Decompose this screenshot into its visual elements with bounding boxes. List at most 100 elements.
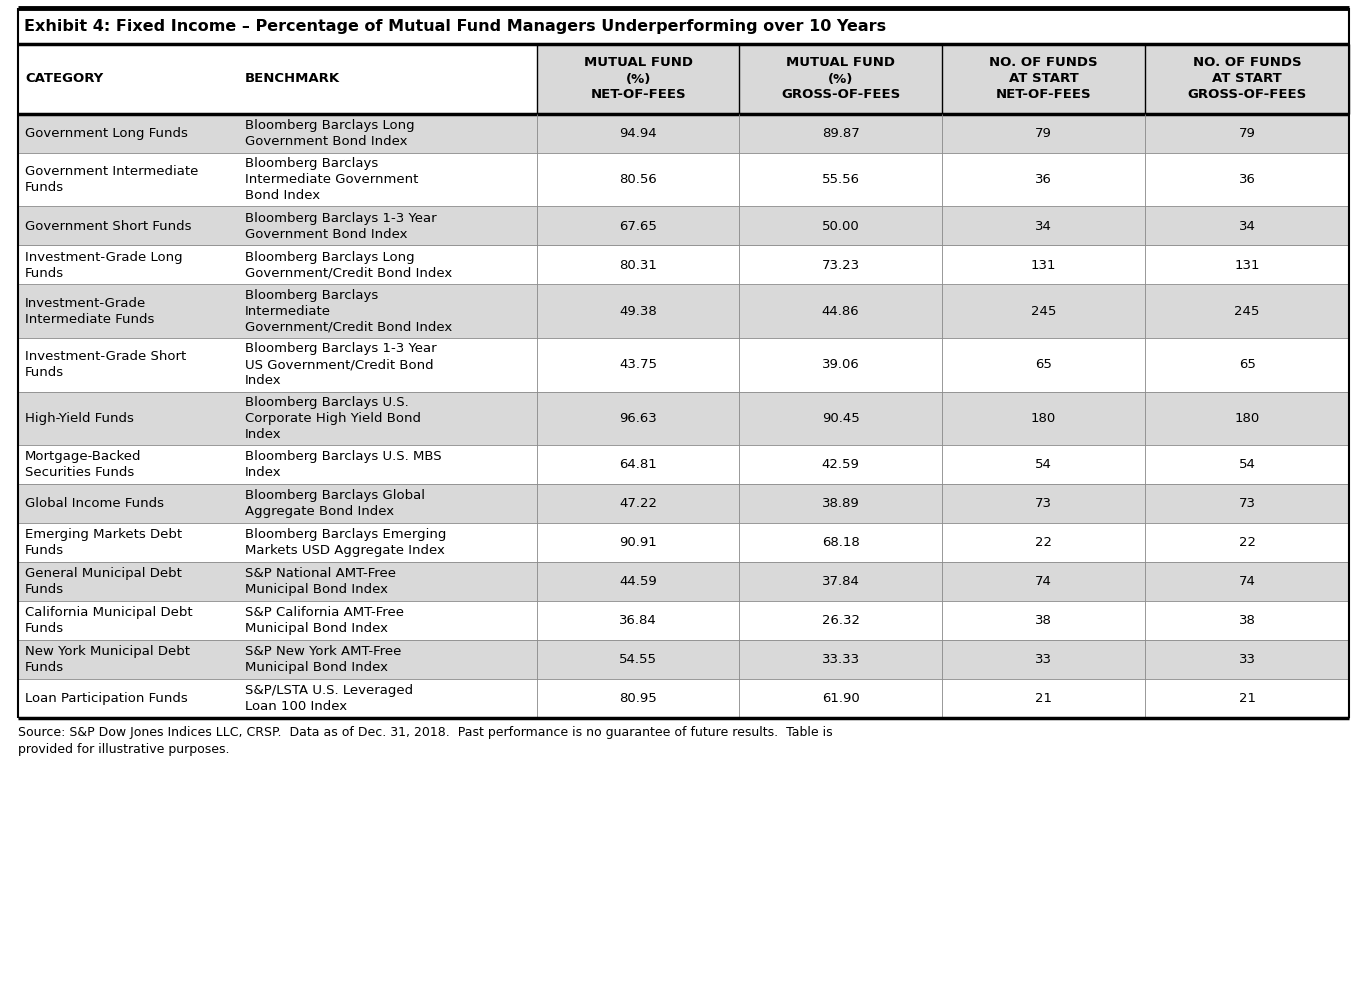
Text: 73: 73 [1239,497,1256,510]
Text: 36.84: 36.84 [619,614,658,627]
Text: 54: 54 [1239,458,1256,471]
Text: Investment-Grade
Intermediate Funds: Investment-Grade Intermediate Funds [25,297,154,326]
Text: CATEGORY: CATEGORY [25,73,104,86]
Bar [537,44,740,114]
Text: 131: 131 [1031,258,1057,271]
Text: MUTUAL FUND
(%)
NET-OF-FEES: MUTUAL FUND (%) NET-OF-FEES [584,57,693,102]
Text: Emerging Markets Debt
Funds: Emerging Markets Debt Funds [25,528,182,557]
Text: Loan Participation Funds: Loan Participation Funds [25,692,187,705]
Text: 50.00: 50.00 [822,219,860,232]
Text: 22: 22 [1035,536,1053,549]
Bar [18,153,1349,206]
Text: 73.23: 73.23 [822,258,860,271]
Bar [18,640,1349,679]
Text: 22: 22 [1239,536,1256,549]
Text: BENCHMARK: BENCHMARK [245,73,340,86]
Text: High-Yield Funds: High-Yield Funds [25,412,134,425]
Text: 68.18: 68.18 [822,536,860,549]
Text: Exhibit 4: Fixed Income – Percentage of Mutual Fund Managers Underperforming ove: Exhibit 4: Fixed Income – Percentage of … [25,19,886,34]
Text: Bloomberg Barclays
Intermediate
Government/Credit Bond Index: Bloomberg Barclays Intermediate Governme… [245,289,452,334]
Text: 80.95: 80.95 [619,692,658,705]
Text: Bloomberg Barclays Long
Government Bond Index: Bloomberg Barclays Long Government Bond … [245,119,414,148]
Text: 39.06: 39.06 [822,358,860,371]
Text: 131: 131 [1234,258,1260,271]
Text: 37.84: 37.84 [822,575,860,588]
Text: 245: 245 [1234,305,1260,318]
Text: 80.56: 80.56 [619,173,658,186]
Text: General Municipal Debt
Funds: General Municipal Debt Funds [25,567,182,596]
Text: Bloomberg Barclays Global
Aggregate Bond Index: Bloomberg Barclays Global Aggregate Bond… [245,489,425,518]
Bar [740,44,942,114]
Text: 180: 180 [1234,412,1260,425]
Text: 33: 33 [1035,653,1053,666]
Text: Bloomberg Barclays 1-3 Year
US Government/Credit Bond
Index: Bloomberg Barclays 1-3 Year US Governmen… [245,342,436,387]
Text: 34: 34 [1239,219,1256,232]
Text: 64.81: 64.81 [619,458,658,471]
Text: Bloomberg Barclays
Intermediate Government
Bond Index: Bloomberg Barclays Intermediate Governme… [245,158,418,202]
Text: 90.91: 90.91 [619,536,658,549]
Text: Investment-Grade Long
Funds: Investment-Grade Long Funds [25,250,183,279]
Text: 26.32: 26.32 [822,614,860,627]
Text: Investment-Grade Short
Funds: Investment-Grade Short Funds [25,350,186,379]
Text: 80.31: 80.31 [619,258,658,271]
Text: 89.87: 89.87 [822,127,860,140]
Text: Mortgage-Backed
Securities Funds: Mortgage-Backed Securities Funds [25,450,142,479]
Text: 38: 38 [1035,614,1053,627]
Bar [18,284,1349,338]
Bar [18,601,1349,640]
Text: 33.33: 33.33 [822,653,860,666]
Text: 55.56: 55.56 [822,173,860,186]
Text: 38.89: 38.89 [822,497,860,510]
Text: 42.59: 42.59 [822,458,860,471]
Bar [942,44,1146,114]
Text: 54: 54 [1035,458,1053,471]
Text: 79: 79 [1239,127,1256,140]
Text: MUTUAL FUND
(%)
GROSS-OF-FEES: MUTUAL FUND (%) GROSS-OF-FEES [781,57,901,102]
Bar [18,8,1349,44]
Bar [18,338,1349,392]
Text: 79: 79 [1035,127,1053,140]
Bar [18,392,1349,445]
Text: Bloomberg Barclays U.S.
Corporate High Yield Bond
Index: Bloomberg Barclays U.S. Corporate High Y… [245,396,421,441]
Text: Bloomberg Barclays Long
Government/Credit Bond Index: Bloomberg Barclays Long Government/Credi… [245,250,452,279]
Bar [18,562,1349,601]
Text: 73: 73 [1035,497,1053,510]
Text: NO. OF FUNDS
AT START
GROSS-OF-FEES: NO. OF FUNDS AT START GROSS-OF-FEES [1188,57,1307,102]
Text: 49.38: 49.38 [619,305,658,318]
Text: 36: 36 [1239,173,1256,186]
Bar [18,484,1349,523]
Text: Government Intermediate
Funds: Government Intermediate Funds [25,166,198,194]
Text: 54.55: 54.55 [619,653,658,666]
Text: Government Short Funds: Government Short Funds [25,219,191,232]
Text: 94.94: 94.94 [619,127,658,140]
Bar [18,445,1349,484]
Text: New York Municipal Debt
Funds: New York Municipal Debt Funds [25,645,190,674]
Text: 36: 36 [1035,173,1053,186]
Text: 21: 21 [1035,692,1053,705]
Text: S&P California AMT-Free
Municipal Bond Index: S&P California AMT-Free Municipal Bond I… [245,606,403,635]
Bar [18,679,1349,718]
Text: 38: 38 [1239,614,1256,627]
Text: S&P/LSTA U.S. Leveraged
Loan 100 Index: S&P/LSTA U.S. Leveraged Loan 100 Index [245,684,413,713]
Text: 61.90: 61.90 [822,692,860,705]
Bar [18,523,1349,562]
Text: NO. OF FUNDS
AT START
NET-OF-FEES: NO. OF FUNDS AT START NET-OF-FEES [990,57,1098,102]
Text: 245: 245 [1031,305,1057,318]
Text: Source: S&P Dow Jones Indices LLC, CRSP.  Data as of Dec. 31, 2018.  Past perfor: Source: S&P Dow Jones Indices LLC, CRSP.… [18,726,833,756]
Text: 74: 74 [1035,575,1053,588]
Text: 44.59: 44.59 [619,575,658,588]
Text: California Municipal Debt
Funds: California Municipal Debt Funds [25,606,193,635]
Text: 67.65: 67.65 [619,219,658,232]
Text: 44.86: 44.86 [822,305,860,318]
Bar [18,114,1349,153]
Text: S&P National AMT-Free
Municipal Bond Index: S&P National AMT-Free Municipal Bond Ind… [245,567,395,596]
Text: Bloomberg Barclays 1-3 Year
Government Bond Index: Bloomberg Barclays 1-3 Year Government B… [245,211,436,240]
Text: 21: 21 [1239,692,1256,705]
Bar [18,206,1349,245]
Text: Bloomberg Barclays Emerging
Markets USD Aggregate Index: Bloomberg Barclays Emerging Markets USD … [245,528,446,557]
Bar [1146,44,1349,114]
Text: Bloomberg Barclays U.S. MBS
Index: Bloomberg Barclays U.S. MBS Index [245,450,442,479]
Text: 65: 65 [1239,358,1256,371]
Bar [18,245,1349,284]
Text: Government Long Funds: Government Long Funds [25,127,187,140]
